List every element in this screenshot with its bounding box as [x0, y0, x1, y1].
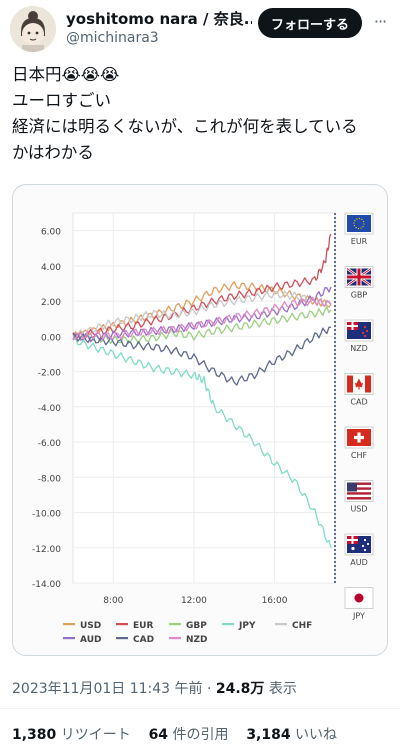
- y-tick-label: -4.00: [38, 404, 62, 414]
- plot-area: [72, 212, 336, 584]
- legend-swatch: [275, 623, 287, 626]
- y-tick-label: -2.00: [38, 369, 62, 379]
- tweet-text: 日本円😭😭😭 ユーロすごい 経済には明るくないが、これが何を表している かはわか…: [12, 62, 392, 166]
- flag-label: AUD: [350, 558, 368, 567]
- x-tick-label: 12:00: [181, 596, 207, 606]
- views-label: 表示: [264, 681, 297, 697]
- flag-label: CHF: [351, 451, 368, 460]
- series-line-gbp: [72, 306, 332, 345]
- series-line-eur: [72, 233, 332, 340]
- quotes-label: 件の引用: [168, 727, 229, 743]
- tweet-line: かはわかる: [12, 143, 94, 162]
- flag-label: NZD: [350, 344, 368, 353]
- legend-swatch: [116, 637, 128, 640]
- tweet-line: 日本円😭😭😭: [12, 65, 120, 84]
- tweet-media-image[interactable]: 6.00 4.00 2.00 0.00 -2.00 -4.00 -6.00 -8.00 -10.…: [12, 184, 388, 656]
- separator: ·: [202, 681, 216, 697]
- y-tick-label: -6.00: [38, 439, 62, 449]
- tweet-header: yoshitomo nara / 奈良... @michinara3 フォローす…: [0, 0, 400, 58]
- more-options-icon[interactable]: ···: [373, 12, 387, 31]
- legend-swatch: [222, 623, 234, 626]
- display-name[interactable]: yoshitomo nara / 奈良...: [66, 10, 252, 28]
- y-tick-label: 2.00: [41, 298, 61, 308]
- retweets-label: リツイート: [56, 727, 131, 743]
- legend-label: NZD: [186, 635, 208, 645]
- legend-label: CAD: [133, 635, 154, 645]
- flag-label: CAD: [350, 398, 367, 407]
- flag-label: GBP: [351, 291, 368, 300]
- tweet-timestamp[interactable]: 2023年11月01日 11:43 午前 · 24.8万 表示: [12, 678, 297, 698]
- legend-label: CHF: [292, 621, 312, 631]
- follow-button[interactable]: フォローする: [258, 8, 362, 38]
- legend-swatch: [169, 623, 181, 626]
- series-line-cad: [72, 326, 332, 386]
- tweet-line: 経済には明るくないが、これが何を表している: [12, 117, 358, 136]
- timestamp-text[interactable]: 2023年11月01日 11:43 午前: [12, 681, 203, 697]
- australia-flag-icon: [344, 533, 374, 556]
- retweets-stat[interactable]: 1,380 リツイート: [12, 727, 131, 743]
- x-tick-label: 16:00: [262, 596, 288, 606]
- nz-flag-icon: [344, 319, 374, 342]
- legend-swatch: [116, 623, 128, 626]
- series-line-chf: [72, 290, 332, 340]
- y-tick-label: 4.00: [41, 263, 61, 273]
- divider: [0, 708, 400, 709]
- tweet-line: ユーロすごい: [12, 91, 111, 110]
- uk-flag-icon: [344, 266, 374, 288]
- flag-label: USD: [350, 505, 367, 514]
- series-line-nzd: [72, 296, 332, 341]
- likes-count: 3,184: [246, 727, 291, 743]
- series-line-jpy: [72, 336, 332, 548]
- legend-label: USD: [80, 621, 101, 631]
- canada-flag-icon: [344, 373, 374, 395]
- us-flag-icon: [344, 480, 374, 502]
- user-handle[interactable]: @michinara3: [66, 30, 159, 46]
- avatar-illustration-icon: [10, 6, 56, 52]
- y-tick-label: 6.00: [41, 228, 61, 238]
- quotes-stat[interactable]: 64 件の引用: [149, 727, 229, 743]
- eu-flag-icon: [344, 212, 374, 235]
- legend-label: EUR: [133, 621, 153, 631]
- y-tick-label: -14.00: [32, 580, 61, 590]
- y-tick-label: -8.00: [38, 474, 62, 484]
- legend-label: AUD: [80, 635, 101, 645]
- y-tick-label: -10.00: [32, 510, 61, 520]
- flag-label: EUR: [351, 237, 368, 246]
- legend-swatch: [169, 637, 181, 640]
- legend-label: JPY: [238, 621, 256, 631]
- avatar[interactable]: [10, 6, 56, 52]
- y-tick-label: 0.00: [41, 333, 61, 343]
- flag-label: JPY: [352, 612, 365, 621]
- japan-flag-icon: [344, 587, 374, 609]
- likes-label: いいね: [290, 727, 338, 743]
- swiss-flag-icon: [344, 426, 374, 449]
- tweet-stats: 1,380 リツイート 64 件の引用 3,184 いいね: [12, 724, 337, 744]
- legend-label: GBP: [186, 621, 207, 631]
- views-count: 24.8万: [215, 681, 265, 697]
- quotes-count: 64: [148, 727, 169, 743]
- legend-swatch: [63, 637, 75, 640]
- y-tick-label: -12.00: [32, 545, 61, 555]
- x-tick-label: 8:00: [103, 596, 123, 606]
- currency-chart: 6.00 4.00 2.00 0.00 -2.00 -4.00 -6.00 -8.00 -10.…: [32, 212, 374, 645]
- retweets-count: 1,380: [12, 727, 57, 743]
- likes-stat[interactable]: 3,184 いいね: [246, 727, 337, 743]
- legend-swatch: [63, 623, 75, 626]
